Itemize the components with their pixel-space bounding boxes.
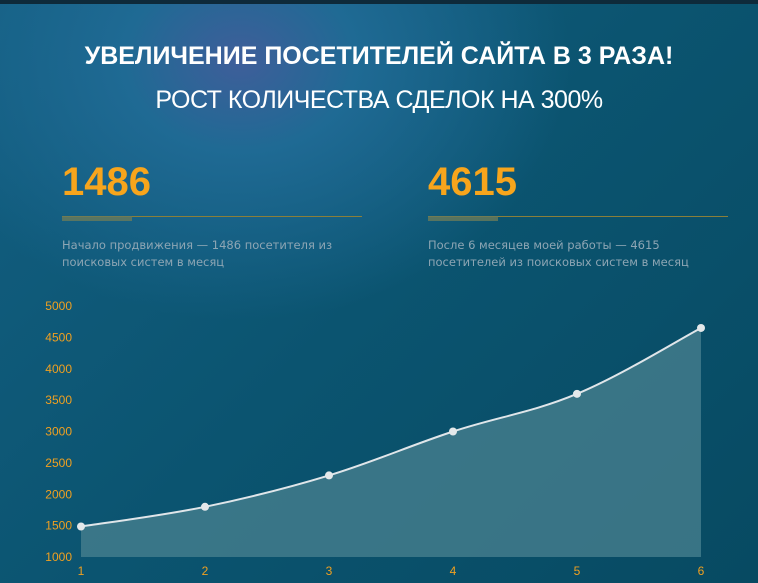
y-tick-label: 4500 — [45, 330, 72, 344]
y-tick-label: 4000 — [45, 362, 72, 376]
stat-after: 4615 После 6 месяцев моей работы — 4615 … — [428, 160, 728, 271]
divider — [428, 216, 728, 221]
stat-value: 4615 — [428, 160, 517, 204]
x-tick-label: 1 — [78, 564, 85, 578]
page-subtitle: РОСТ КОЛИЧЕСТВА СДЕЛОК НА 300% — [155, 86, 603, 114]
top-border — [0, 0, 758, 4]
chart-line — [80, 327, 702, 528]
y-tick-label: 5000 — [45, 299, 72, 313]
y-tick-label: 3500 — [45, 393, 72, 407]
x-tick-label: 6 — [698, 564, 705, 578]
stat-value: 1486 — [62, 160, 151, 204]
stat-before: 1486 Начало продвижения — 1486 посетител… — [62, 160, 362, 271]
stat-description: После 6 месяцев моей работы — 4615 посет… — [428, 238, 689, 269]
divider — [62, 216, 362, 221]
data-point-6 — [697, 323, 705, 332]
page-title: УВЕЛИЧЕНИЕ ПОСЕТИТЕЛЕЙ САЙТА В 3 РАЗА! — [84, 42, 674, 70]
data-point-2 — [201, 502, 209, 511]
chart-area — [81, 327, 701, 557]
data-point-3 — [325, 471, 333, 480]
data-point-4 — [449, 427, 457, 436]
y-tick-label: 2500 — [45, 456, 72, 470]
x-tick-label: 4 — [450, 564, 457, 578]
stat-description: Начало продвижения — 1486 посетителя из … — [62, 238, 333, 269]
x-tick-label: 2 — [202, 564, 209, 578]
y-tick-label: 1500 — [45, 519, 72, 533]
x-tick-label: 3 — [326, 564, 333, 578]
y-tick-label: 2000 — [45, 487, 72, 501]
data-point-1 — [77, 522, 85, 531]
data-point-5 — [573, 389, 581, 398]
x-tick-label: 5 — [574, 564, 581, 578]
y-tick-label: 3000 — [45, 425, 72, 439]
y-tick-label: 1000 — [45, 550, 72, 564]
